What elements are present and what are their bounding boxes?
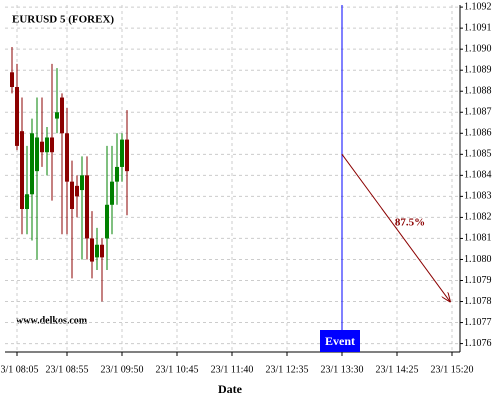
candle-body [85,175,89,239]
y-tick-label: 1.1084 [464,170,492,181]
candle-body [20,131,24,209]
y-tick-label: 1.1079 [464,275,492,286]
y-tick-label: 1.1085 [464,149,492,160]
candle-body [55,112,59,119]
candle-body [70,181,74,209]
candle-body [15,87,19,146]
candle-body [45,137,49,153]
x-tick-label: 23/1 08:05 [0,364,39,375]
y-tick-label: 1.1077 [464,317,492,328]
x-tick-label: 23/1 14:25 [375,364,418,375]
forecast-label: 87.5% [395,216,425,228]
x-tick-label: 23/1 08:55 [45,364,88,375]
y-tick-label: 1.1076 [464,338,492,349]
y-tick-label: 1.1091 [464,22,492,33]
candle-body [110,181,114,205]
y-tick-label: 1.1078 [464,296,492,307]
x-tick-label: 23/1 15:20 [430,364,473,375]
x-tick-label: 23/1 13:30 [320,364,363,375]
candle-body [105,204,109,239]
candle-body [30,133,34,195]
y-tick-label: 1.1080 [464,254,492,265]
chart-title: EURUSD 5 (FOREX) [12,14,114,26]
y-tick-label: 1.1092 [464,1,492,12]
y-tick-label: 1.1082 [464,212,492,223]
y-tick-label: 1.1081 [464,233,492,244]
candle-body [40,141,44,153]
candle-body [115,166,119,182]
candle-body [75,185,79,197]
candle-body [10,72,14,88]
x-tick-label: 23/1 09:50 [100,364,143,375]
y-tick-label: 1.1086 [464,128,492,139]
candle-body [60,97,64,134]
event-label: Event [325,334,355,348]
candle-body [100,244,104,258]
forecast-arrow [341,154,450,301]
candle-body [50,137,54,153]
candle-body [25,194,29,209]
candle-body [80,175,84,191]
event-box [320,330,360,352]
y-tick-label: 1.1083 [464,191,492,202]
candle-body [95,244,99,258]
x-tick-label: 23/1 11:40 [211,364,254,375]
candle-body [35,137,39,172]
candle-body [65,133,69,182]
x-tick-label: 23/1 10:45 [155,364,198,375]
x-axis-label: Date [218,382,243,396]
y-tick-label: 1.1090 [464,43,492,54]
y-tick-label: 1.1088 [464,86,492,97]
candle-body [90,238,94,262]
candle-body [120,139,124,167]
y-tick-label: 1.1089 [464,64,492,75]
candle-body [125,139,129,172]
y-tick-label: 1.1087 [464,107,492,118]
watermark: www.delkos.com [16,315,88,326]
x-tick-label: 23/1 12:35 [265,364,308,375]
